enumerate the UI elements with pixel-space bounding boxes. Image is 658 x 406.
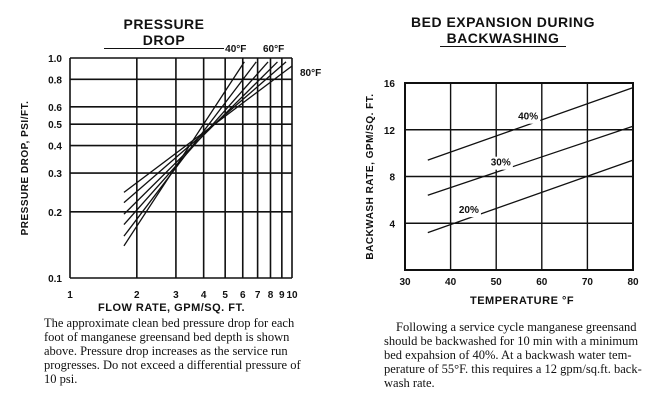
right-series-label: 20% — [459, 205, 479, 216]
right-series-label: 30% — [491, 158, 511, 169]
left-y-tick-label: 0.4 — [48, 142, 62, 153]
left-chart-title: PRESSURE DROP — [104, 16, 224, 49]
left-caption: The approximate clean bed pressure drop … — [44, 316, 316, 386]
right-series-label-bg — [516, 110, 541, 124]
right-chart-title-line1: BED EXPANSION DURING — [411, 14, 595, 30]
left-x-axis-label: FLOW RATE, GPM/SQ. FT. — [98, 302, 246, 314]
left-y-tick-label: 0.2 — [48, 208, 62, 219]
right-y-tick-label: 12 — [384, 126, 396, 137]
left-x-tick-label: 7 — [255, 290, 261, 301]
left-series-line — [123, 65, 293, 193]
right-caption-line: perature of 55°F. this requires a 12 gpm… — [384, 362, 642, 376]
left-series-label: 40°F — [225, 44, 246, 55]
left-caption-line: 10 psi. — [44, 372, 78, 386]
right-x-tick-label: 80 — [627, 277, 639, 288]
right-series-label: 40% — [518, 112, 538, 123]
left-x-tick-label: 2 — [134, 290, 140, 301]
right-caption-line: should be backwashed for 10 min with a m… — [384, 334, 639, 348]
left-x-tick-label: 9 — [279, 290, 285, 301]
left-x-tick-label: 10 — [286, 290, 298, 301]
left-caption-line: above. Pressure drop increases as the se… — [44, 344, 288, 358]
left-y-tick-label: 0.3 — [48, 169, 62, 180]
right-x-axis-label: TEMPERATURE °F — [470, 295, 575, 307]
left-x-tick-label: 8 — [268, 290, 274, 301]
left-x-tick-label: 6 — [240, 290, 246, 301]
left-series-label: 60°F — [263, 44, 284, 55]
right-chart-title-line2: BACKWASHING — [440, 30, 566, 47]
right-y-tick-label: 16 — [384, 79, 396, 90]
right-series-line — [427, 125, 634, 196]
left-x-tick-label: 4 — [201, 290, 207, 301]
right-x-tick-label: 70 — [582, 277, 594, 288]
right-caption: Following a service cycle manganese gree… — [384, 320, 656, 390]
left-series-line — [123, 61, 287, 204]
left-y-tick-label: 0.6 — [48, 103, 62, 114]
right-x-tick-label: 50 — [491, 277, 503, 288]
right-series-line — [427, 87, 634, 161]
right-y-tick-label: 4 — [389, 219, 395, 230]
right-series-line — [427, 159, 634, 234]
right-y-axis-label: BACKWASH RATE, GPM/SQ. FT. — [365, 93, 376, 259]
right-x-tick-label: 30 — [399, 277, 411, 288]
left-x-tick-label: 3 — [173, 290, 179, 301]
left-caption-line: The approximate clean bed pressure drop … — [44, 316, 295, 330]
left-caption-line: progresses. Do not exceed a differential… — [44, 358, 301, 372]
right-caption-line: Following a service cycle manganese gree… — [396, 320, 637, 334]
right-x-tick-label: 40 — [445, 277, 457, 288]
right-series-label-bg — [456, 204, 481, 218]
left-caption-line: foot of manganese greensand bed depth is… — [44, 330, 290, 344]
left-y-tick-label: 1.0 — [48, 54, 62, 65]
right-x-tick-label: 60 — [536, 277, 548, 288]
left-x-tick-label: 5 — [222, 290, 228, 301]
left-y-tick-label: 0.1 — [48, 274, 62, 285]
left-y-tick-label: 0.5 — [48, 120, 62, 131]
right-caption-line: bed expahsion of 40%. At a backwash wate… — [384, 348, 632, 362]
right-y-tick-label: 8 — [389, 173, 395, 184]
left-x-tick-label: 1 — [67, 290, 73, 301]
left-y-axis-label: PRESSURE DROP, PSI/FT. — [20, 101, 31, 236]
left-series-label: 80°F — [300, 68, 321, 79]
right-series-label-bg — [488, 156, 513, 170]
right-caption-line: wash rate. — [384, 376, 435, 390]
left-y-tick-label: 0.8 — [48, 75, 62, 86]
left-series-line — [123, 61, 278, 215]
